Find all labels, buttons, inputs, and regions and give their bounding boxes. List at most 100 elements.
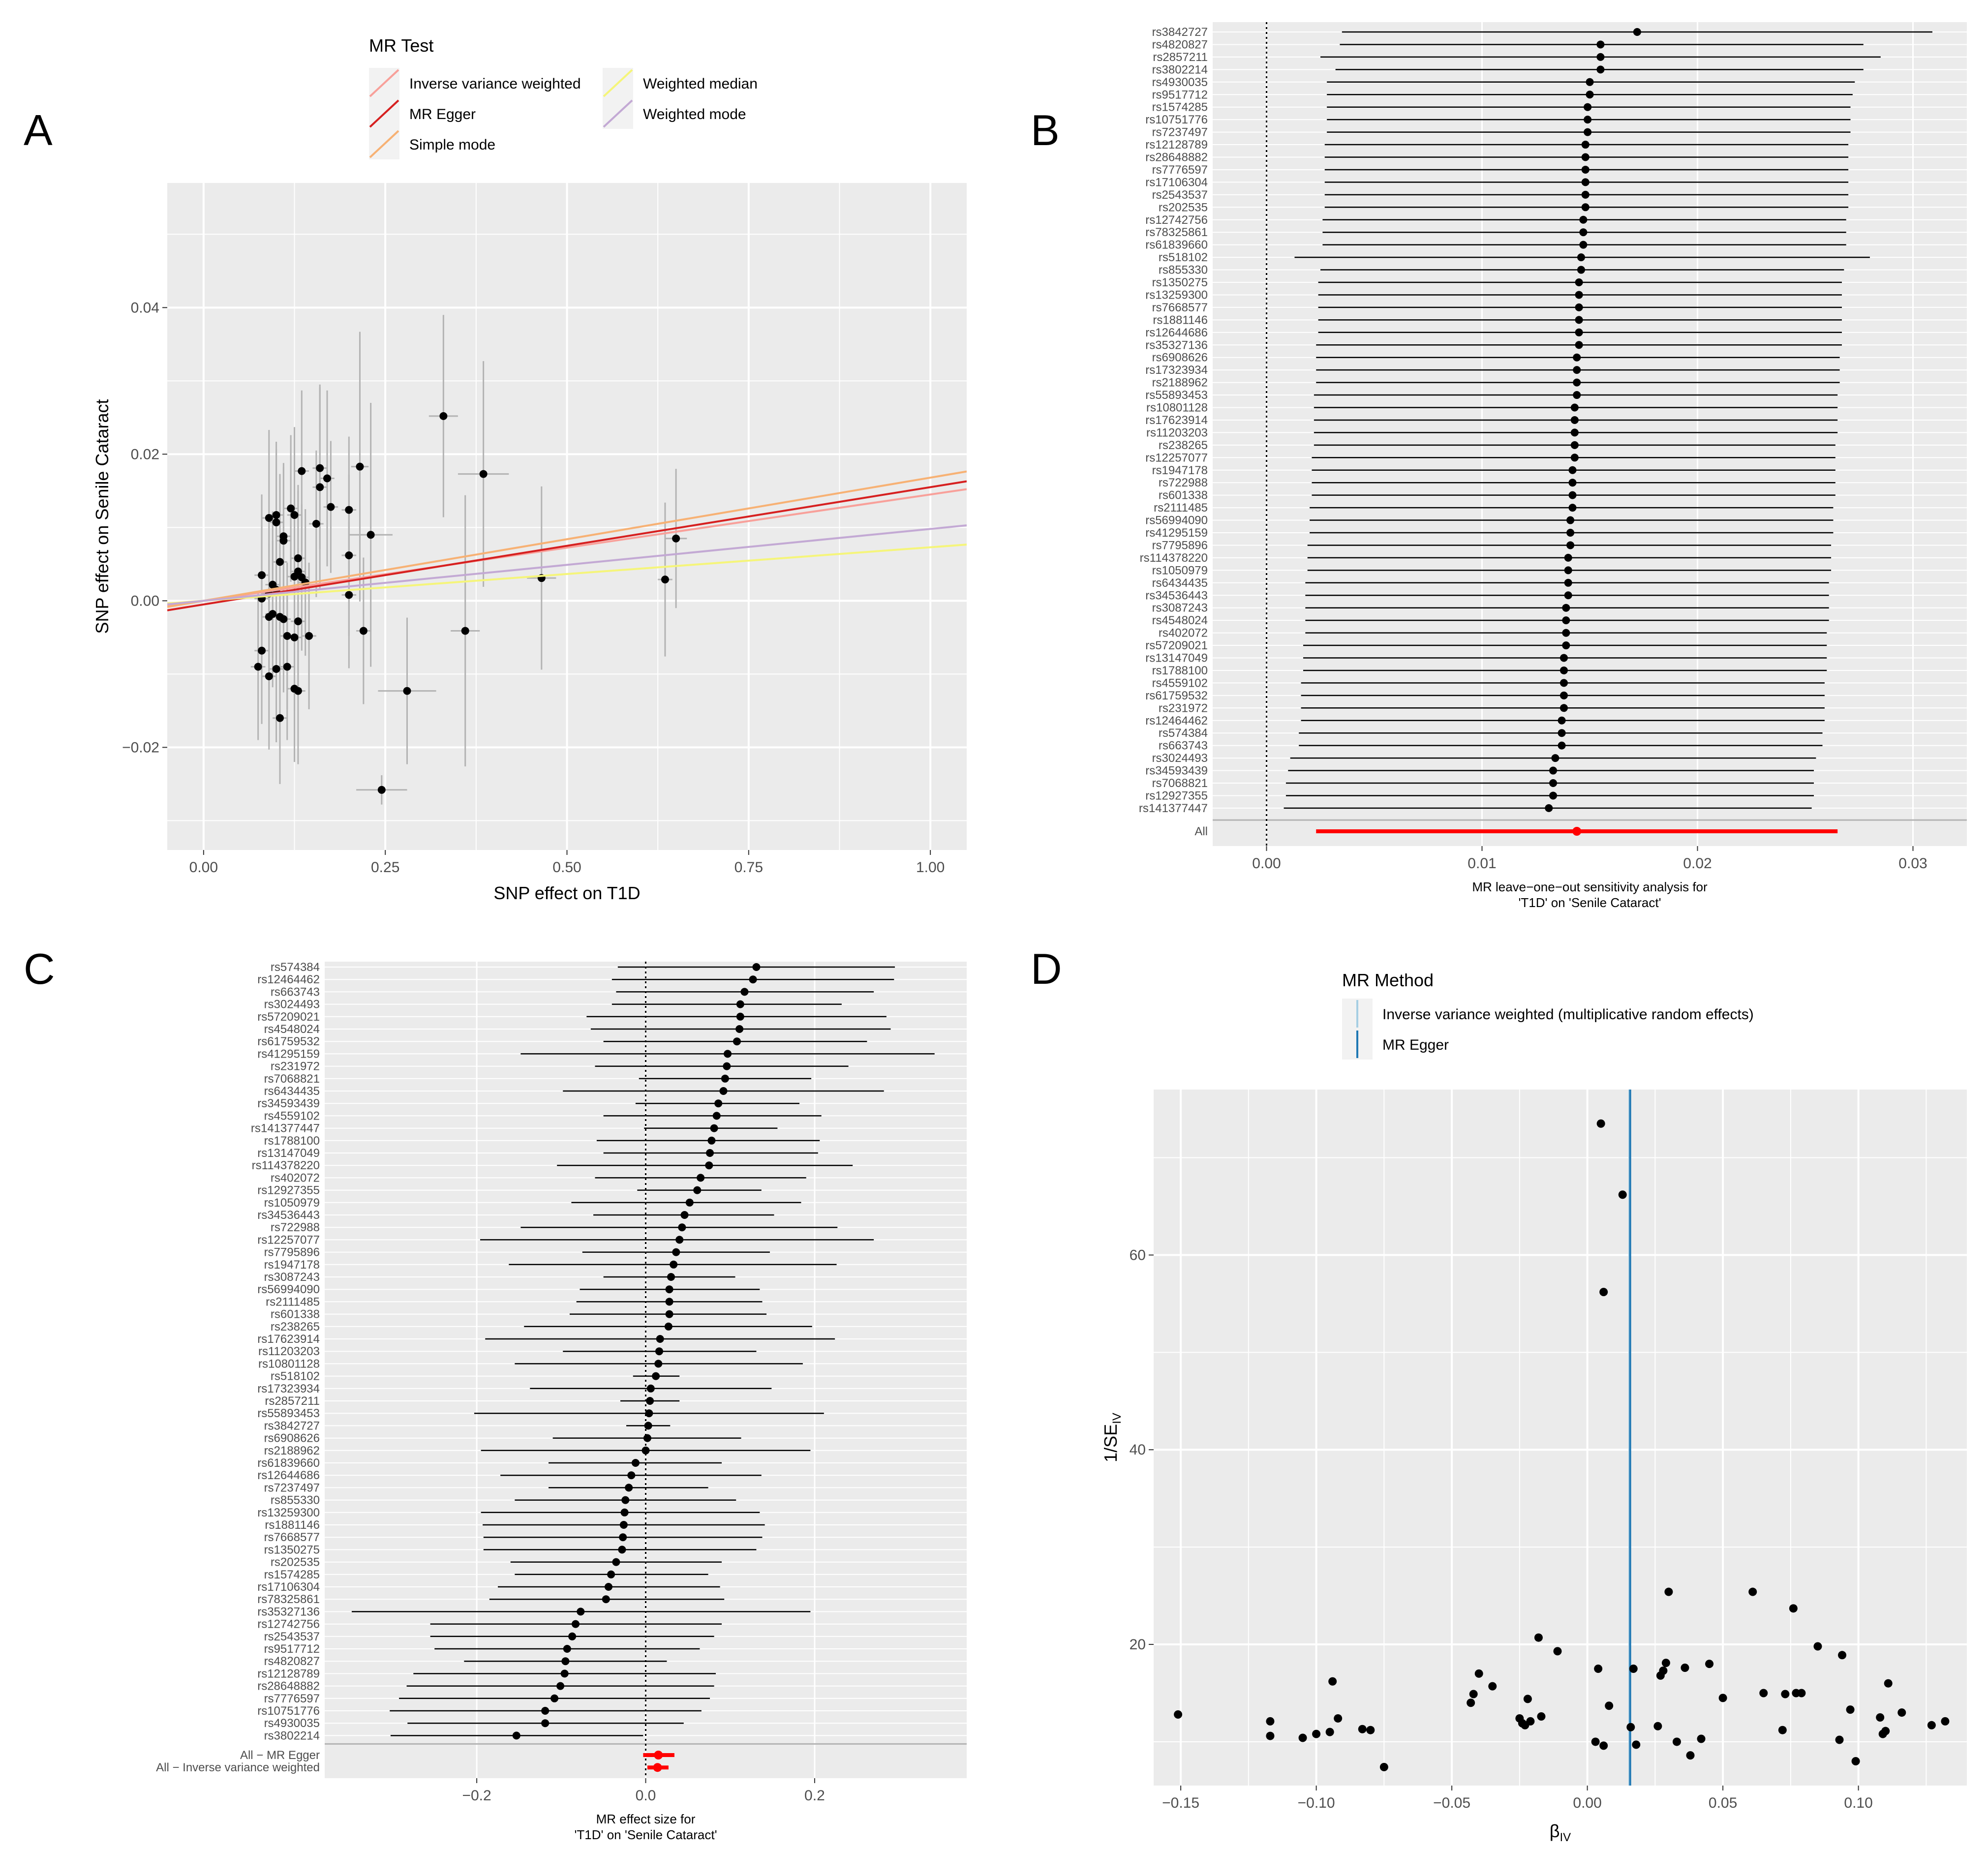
point-estimate	[705, 1161, 713, 1170]
x-axis-tick-label: 0.01	[1468, 855, 1496, 872]
point-estimate	[1596, 40, 1605, 49]
row-label: rs1050979	[1152, 564, 1208, 577]
data-point	[1697, 1734, 1706, 1743]
row-label: rs2111485	[266, 1295, 320, 1308]
summary-label: All	[1194, 825, 1208, 838]
row-label: rs1947178	[264, 1258, 320, 1272]
point-estimate	[1584, 116, 1592, 124]
data-point	[272, 518, 280, 526]
point-estimate	[655, 1347, 663, 1356]
row-label: rs2111485	[1154, 501, 1208, 515]
data-point	[1632, 1740, 1641, 1749]
data-point	[1884, 1679, 1893, 1688]
row-label: rs3024493	[264, 998, 320, 1011]
point-estimate	[602, 1595, 610, 1604]
x-axis-tick-label: −0.2	[462, 1788, 491, 1804]
data-point	[1523, 1695, 1532, 1703]
row-label: rs61759532	[1145, 689, 1208, 702]
point-estimate	[667, 1273, 675, 1281]
row-label: rs17106304	[257, 1580, 320, 1594]
point-estimate	[736, 1012, 744, 1021]
point-estimate	[1570, 403, 1579, 412]
row-label: rs722988	[271, 1221, 320, 1234]
y-axis-title: 1/SEIV	[1101, 1413, 1124, 1462]
row-label: rs141377447	[251, 1122, 320, 1135]
row-label: rs1050979	[264, 1196, 320, 1210]
legend: MR Test Inverse variance weighted MR Egger…	[369, 35, 758, 159]
y-axis-tick-label: 0.02	[131, 446, 159, 462]
data-point	[367, 531, 375, 539]
row-label: rs2543537	[1152, 188, 1208, 202]
row-label: rs141377447	[1139, 802, 1208, 815]
row-label: rs1350275	[264, 1543, 320, 1556]
row-label: rs7068821	[264, 1072, 320, 1086]
data-point	[1312, 1729, 1321, 1738]
point-estimate	[642, 1446, 650, 1455]
point-estimate	[652, 1372, 660, 1380]
x-axis-tick-label: 0.00	[189, 859, 218, 876]
row-label: rs17623914	[257, 1333, 320, 1346]
legend-title: MR Method	[1342, 970, 1434, 990]
point-estimate	[1564, 553, 1572, 562]
point-estimate	[1581, 190, 1590, 199]
data-point	[265, 514, 273, 522]
point-estimate	[740, 988, 749, 996]
point-estimate	[1562, 616, 1570, 625]
x-axis-title: MR leave−one−out sensitivity analysis fo…	[1472, 880, 1708, 894]
row-label: rs722988	[1159, 476, 1208, 489]
y-axis-title: SNP effect on Senile Cataract	[92, 399, 112, 634]
data-point	[1488, 1682, 1497, 1691]
row-label: rs41295159	[257, 1047, 320, 1061]
row-label: rs17623914	[1145, 414, 1208, 427]
data-points	[250, 315, 687, 805]
point-estimate	[1549, 779, 1558, 787]
x-axis-tick-label: 0.02	[1683, 855, 1712, 872]
x-axis-tick-label: 1.00	[916, 859, 945, 876]
point-estimate	[680, 1211, 689, 1219]
row-label: rs17323934	[1145, 364, 1208, 377]
data-point	[1664, 1587, 1673, 1596]
row-label: rs202535	[1159, 201, 1208, 214]
x-axis-title: MR effect size for	[596, 1812, 696, 1826]
data-point	[1599, 1741, 1608, 1750]
point-estimate	[1564, 591, 1572, 600]
point-estimate	[654, 1360, 663, 1368]
x-axis-title: βIV	[1550, 1821, 1571, 1844]
data-point	[1686, 1751, 1695, 1760]
row-label: rs2857211	[265, 1395, 320, 1408]
data-point	[1748, 1587, 1757, 1596]
point-estimate	[643, 1434, 651, 1442]
row-label: rs12128789	[1145, 138, 1208, 152]
row-label: rs202535	[271, 1556, 320, 1569]
point-estimate	[1564, 578, 1572, 587]
data-point	[272, 511, 280, 519]
row-label: rs34536443	[257, 1209, 320, 1222]
legend-label: Simple mode	[409, 137, 495, 153]
point-estimate	[712, 1112, 721, 1120]
row-label: rs12464462	[1145, 714, 1208, 728]
data-points	[1174, 1119, 1950, 1771]
point-estimate	[1575, 328, 1583, 336]
legend-key-line	[369, 130, 399, 158]
point-estimate	[1586, 78, 1594, 86]
data-point	[1653, 1722, 1662, 1730]
row-label: rs1788100	[1152, 664, 1208, 677]
point-estimate	[1577, 253, 1585, 262]
row-label: rs3087243	[264, 1271, 320, 1284]
row-label: rs12257077	[1145, 451, 1208, 464]
data-point	[1626, 1723, 1635, 1731]
forest-rows: rs3842727rs4820827rs2857211rs3802214rs49…	[1139, 26, 1932, 838]
data-point	[265, 672, 273, 680]
point-estimate	[619, 1533, 627, 1542]
data-point	[1174, 1710, 1183, 1719]
point-estimate	[571, 1620, 580, 1628]
data-point	[279, 615, 288, 623]
data-point	[479, 470, 488, 478]
row-label: rs13147049	[257, 1147, 320, 1160]
legend-label: MR Egger	[409, 106, 476, 122]
point-estimate	[656, 1335, 664, 1343]
point-estimate	[1581, 141, 1590, 149]
row-label: rs4559102	[1152, 676, 1208, 690]
row-label: rs57209021	[257, 1010, 320, 1024]
point-estimate	[1575, 278, 1583, 286]
